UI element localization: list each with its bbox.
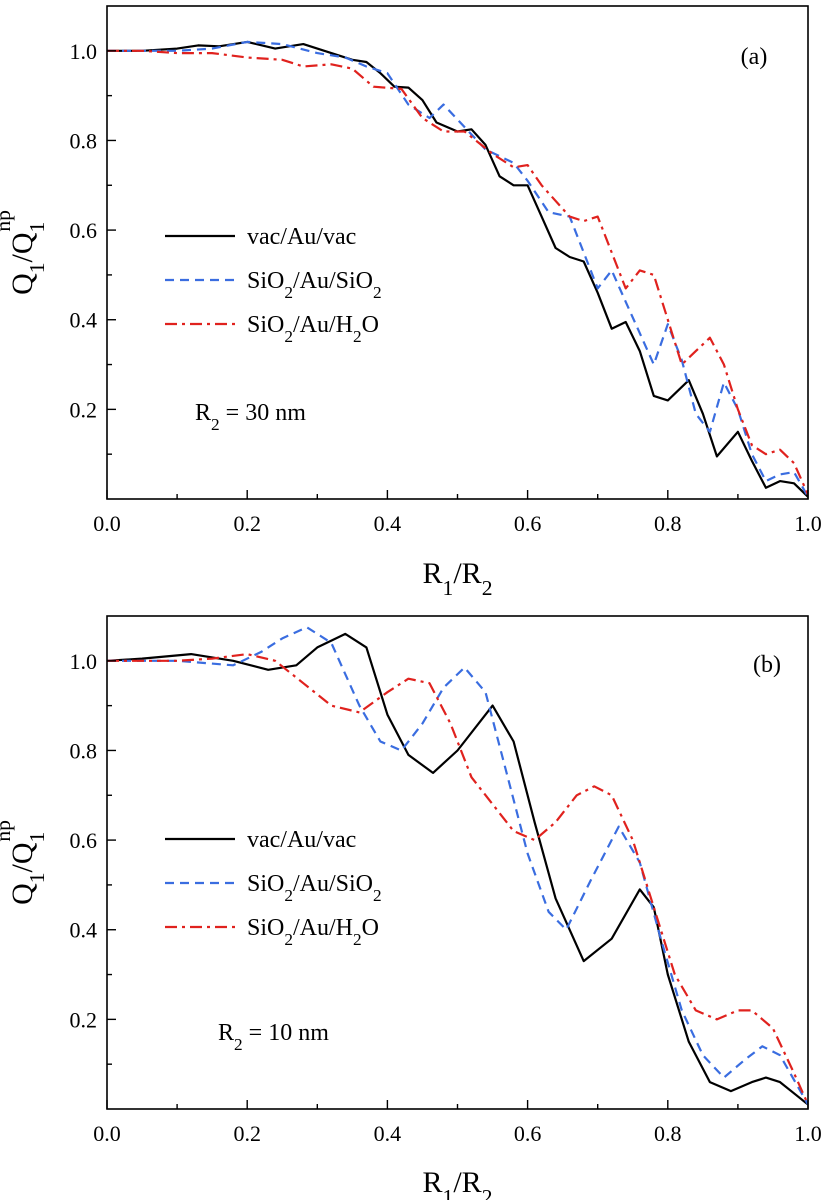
x-tick-label: 0.2: [233, 1121, 261, 1146]
text-part: vac/Au/vac: [247, 827, 356, 853]
text-part: 2: [353, 327, 362, 346]
legend-label: SiO2/Au/SiO2: [247, 871, 382, 905]
text-part: np: [0, 210, 15, 232]
text-part: 1: [443, 576, 454, 600]
text-part: SiO: [247, 915, 284, 941]
radius-annotation: R2 = 30 nm: [195, 400, 306, 434]
y-axis-label: Q1/Q1np: [0, 820, 49, 905]
text-part: 2: [373, 886, 382, 905]
series-sio2-au-h2o: [107, 653, 808, 1105]
text-part: /Au/SiO: [293, 871, 373, 897]
x-tick-label: 0.8: [654, 1121, 682, 1146]
text-part: R: [218, 1020, 234, 1046]
legend-label: vac/Au/vac: [247, 827, 356, 853]
text-part: R: [423, 1166, 443, 1199]
legend-entry-sio2-au-h2o: SiO2/Au/H2O: [165, 312, 379, 346]
text-part: SiO: [247, 268, 284, 294]
text-part: np: [0, 820, 15, 842]
text-part: O: [362, 312, 379, 338]
x-axis-label: R1/R2: [423, 557, 493, 600]
text-part: = 30 nm: [220, 400, 307, 426]
text-part: 2: [353, 930, 362, 949]
legend-entry-vac-au-vac: vac/Au/vac: [165, 827, 356, 853]
x-tick-label: 1.0: [794, 1121, 822, 1146]
radius-annotation: R2 = 10 nm: [218, 1020, 329, 1054]
legend-entry-sio2-au-sio2: SiO2/Au/SiO2: [165, 871, 382, 905]
legend-label: SiO2/Au/H2O: [247, 915, 379, 949]
text-part: 2: [482, 576, 493, 600]
text-part: vac/Au/vac: [247, 224, 356, 250]
y-tick-label: 1.0: [70, 39, 98, 64]
legend-label: SiO2/Au/SiO2: [247, 268, 382, 302]
series-sio2-au-h2o: [107, 49, 808, 495]
text-part: 1: [25, 872, 49, 883]
y-tick-label: 0.6: [70, 828, 98, 853]
y-tick-label: 0.4: [70, 918, 98, 943]
text-part: /Au/SiO: [293, 268, 373, 294]
y-tick-label: 0.6: [70, 218, 98, 243]
y-tick-label: 1.0: [70, 649, 98, 674]
x-tick-label: 0.6: [514, 1121, 542, 1146]
panel-b: 0.0 0.2 0.4 0.6 0.8 1.00.20.40.60.81.0R1/R2Q1…: [0, 615, 822, 1200]
y-tick-label: 0.2: [70, 1007, 98, 1032]
plot-frame: [106, 615, 809, 1110]
text-part: /R: [453, 557, 481, 590]
y-tick-label: 0.8: [70, 738, 98, 763]
text-part: 2: [284, 283, 293, 302]
x-tick-label: 0.2: [233, 511, 261, 536]
text-part: SiO: [247, 871, 284, 897]
x-tick-label: 0.4: [374, 511, 402, 536]
text-part: SiO: [247, 312, 284, 338]
text-part: Q: [6, 883, 39, 905]
text-part: 2: [234, 1035, 243, 1054]
text-part: 2: [482, 1185, 493, 1200]
x-tick-label: 1.0: [794, 511, 822, 536]
text-part: 1: [25, 832, 49, 843]
text-part: 2: [284, 886, 293, 905]
text-part: = 10 nm: [243, 1020, 330, 1046]
y-tick-label: 0.4: [70, 308, 98, 333]
series-vac-au-vac: [107, 632, 808, 1106]
series-group: [107, 40, 808, 498]
text-part: 1: [25, 222, 49, 233]
series-sio2-au-sio2: [107, 626, 808, 1106]
text-part: /R: [453, 1166, 481, 1199]
y-tick-label: 0.2: [70, 397, 98, 422]
text-part: 1: [25, 262, 49, 273]
text-part: 2: [373, 283, 382, 302]
y-tick-label: 0.8: [70, 128, 98, 153]
text-part: 2: [284, 327, 293, 346]
legend-entry-sio2-au-sio2: SiO2/Au/SiO2: [165, 268, 382, 302]
text-part: /Au/H: [293, 312, 353, 338]
x-tick-label: 0.6: [514, 511, 542, 536]
text-part: /Q: [6, 232, 39, 262]
text-part: 2: [211, 415, 220, 434]
text-part: /Au/H: [293, 915, 353, 941]
legend-entry-sio2-au-h2o: SiO2/Au/H2O: [165, 915, 379, 949]
legend-entry-vac-au-vac: vac/Au/vac: [165, 224, 356, 250]
legend-label: vac/Au/vac: [247, 224, 356, 250]
series-group: [107, 626, 808, 1106]
panel-label: (b): [753, 652, 781, 678]
panel-label: (a): [741, 44, 768, 70]
text-part: R: [423, 557, 443, 590]
panel-a: 0.0 0.2 0.4 0.6 0.8 1.00.20.40.60.81.0R1/R2Q1…: [0, 5, 822, 600]
x-tick-label: 0.0: [93, 1121, 121, 1146]
text-part: O: [362, 915, 379, 941]
x-tick-label: 0.4: [374, 1121, 402, 1146]
text-part: Q: [6, 273, 39, 295]
x-axis-label: R1/R2: [423, 1166, 493, 1200]
text-part: R: [195, 400, 211, 426]
y-axis-label: Q1/Q1np: [0, 210, 49, 295]
x-tick-label: 0.8: [654, 511, 682, 536]
legend-label: SiO2/Au/H2O: [247, 312, 379, 346]
text-part: /Q: [6, 842, 39, 872]
x-tick-label: 0.0: [93, 511, 121, 536]
text-part: 1: [443, 1185, 454, 1200]
text-part: 2: [284, 930, 293, 949]
